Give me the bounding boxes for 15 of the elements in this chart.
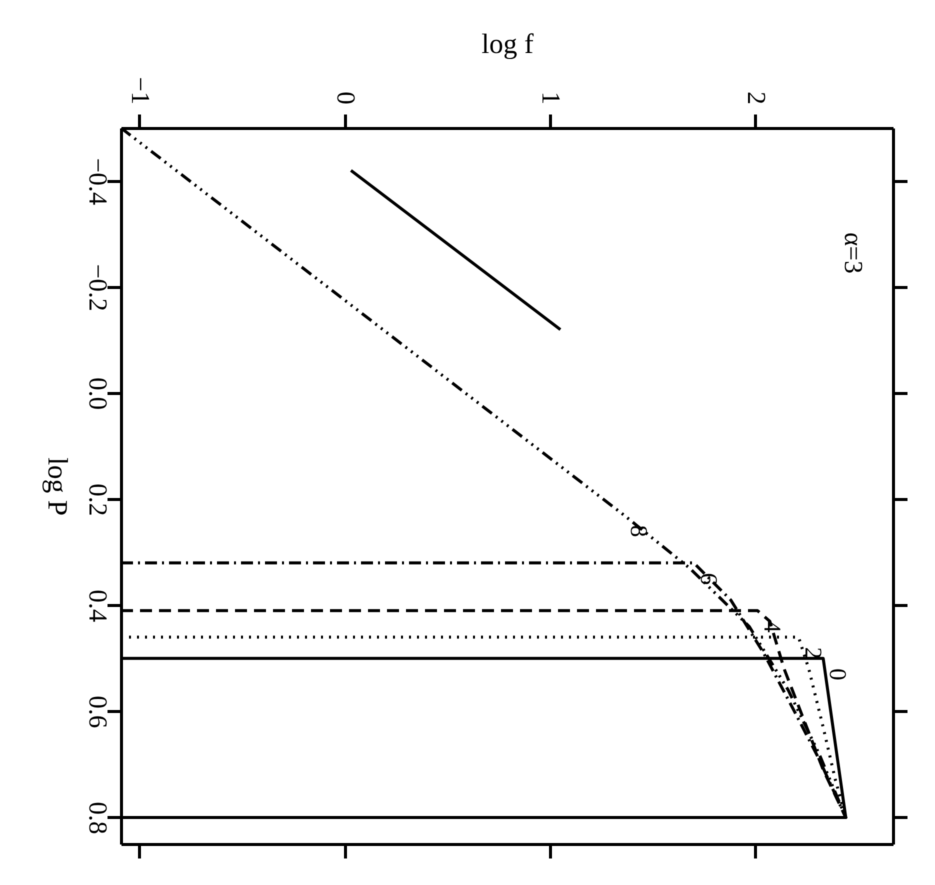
x-tick-label: 0 xyxy=(331,92,360,104)
y-tick-label: −0.2 xyxy=(84,264,112,312)
x-tick-label: 2 xyxy=(742,92,771,104)
y-tick-label: 0.2 xyxy=(84,484,112,516)
y-tick-label: 0.4 xyxy=(84,590,112,622)
y-tick-label: −0.4 xyxy=(84,158,112,206)
x-tick-label: 1 xyxy=(536,92,566,104)
y-tick-label: 0.8 xyxy=(84,802,112,834)
x-tick-label: −1 xyxy=(126,76,155,104)
y-axis-title: log P xyxy=(42,457,72,516)
y-tick-label: 0.0 xyxy=(84,377,112,410)
text: 0 xyxy=(824,668,850,680)
y-tick-label: 0.6 xyxy=(84,696,112,728)
x-axis-title: log f xyxy=(481,28,534,60)
annotation: α=3 xyxy=(839,232,868,274)
